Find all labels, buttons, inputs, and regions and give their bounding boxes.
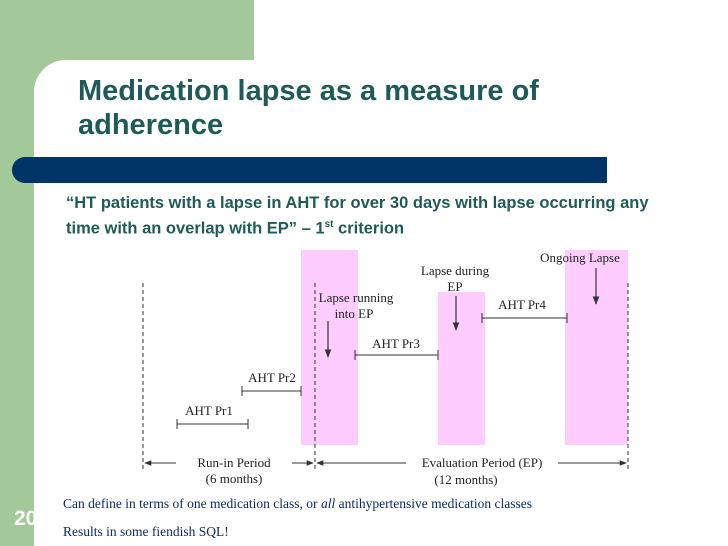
note1-text-a: Can define in terms of one medication cl… xyxy=(63,496,321,511)
lapse-during-label-2: EP xyxy=(447,279,462,294)
note1-text-b: antihypertensive medication classes xyxy=(335,496,533,511)
slide-title: Medication lapse as a measure of adheren… xyxy=(78,75,539,141)
lapse-band-running xyxy=(301,250,358,445)
lapse-during-label-1: Lapse during xyxy=(421,263,490,278)
note-fiendish-sql: Results in some fiendish SQL! xyxy=(63,524,229,539)
criterion-quote-text: “HT patients with a lapse in AHT for ove… xyxy=(66,194,649,238)
side-accent-strip xyxy=(0,0,34,546)
criterion-quote-superscript: st xyxy=(324,219,334,230)
title-underline-bar xyxy=(12,157,607,183)
evaluation-label-backing xyxy=(406,455,558,471)
aht-pr4-label: AHT Pr4 xyxy=(498,297,546,312)
aht-pr1-interval xyxy=(176,419,249,429)
aht-pr3-label: AHT Pr3 xyxy=(372,336,420,351)
runin-label-backing xyxy=(176,455,292,471)
slide-number: 20 xyxy=(14,507,38,530)
aht-pr4-interval xyxy=(481,313,568,323)
aht-pr2-interval xyxy=(241,386,302,396)
lapse-running-label-1: Lapse running xyxy=(319,290,394,305)
note1-emphasis: all xyxy=(320,496,336,511)
aht-pr1-label: AHT Pr1 xyxy=(185,403,233,418)
runin-period-label-2: (6 months) xyxy=(206,471,263,486)
lapse-band-during xyxy=(438,292,485,445)
aht-pr2-label: AHT Pr2 xyxy=(248,370,296,385)
evaluation-period-label-2: (12 months) xyxy=(434,472,497,487)
note-medication-class: Can define in terms of one medication cl… xyxy=(63,496,532,512)
criterion-quote: “HT patients with a lapse in AHT for ove… xyxy=(66,193,666,240)
evaluation-period-label-1: Evaluation Period (EP) xyxy=(422,455,543,470)
aht-pr3-interval xyxy=(354,350,439,360)
lapse-running-label-2: into EP xyxy=(335,306,374,321)
ongoing-lapse-label: Ongoing Lapse xyxy=(540,250,620,265)
runin-period-label-1: Run-in Period xyxy=(197,455,271,470)
criterion-quote-tail: criterion xyxy=(333,219,405,238)
